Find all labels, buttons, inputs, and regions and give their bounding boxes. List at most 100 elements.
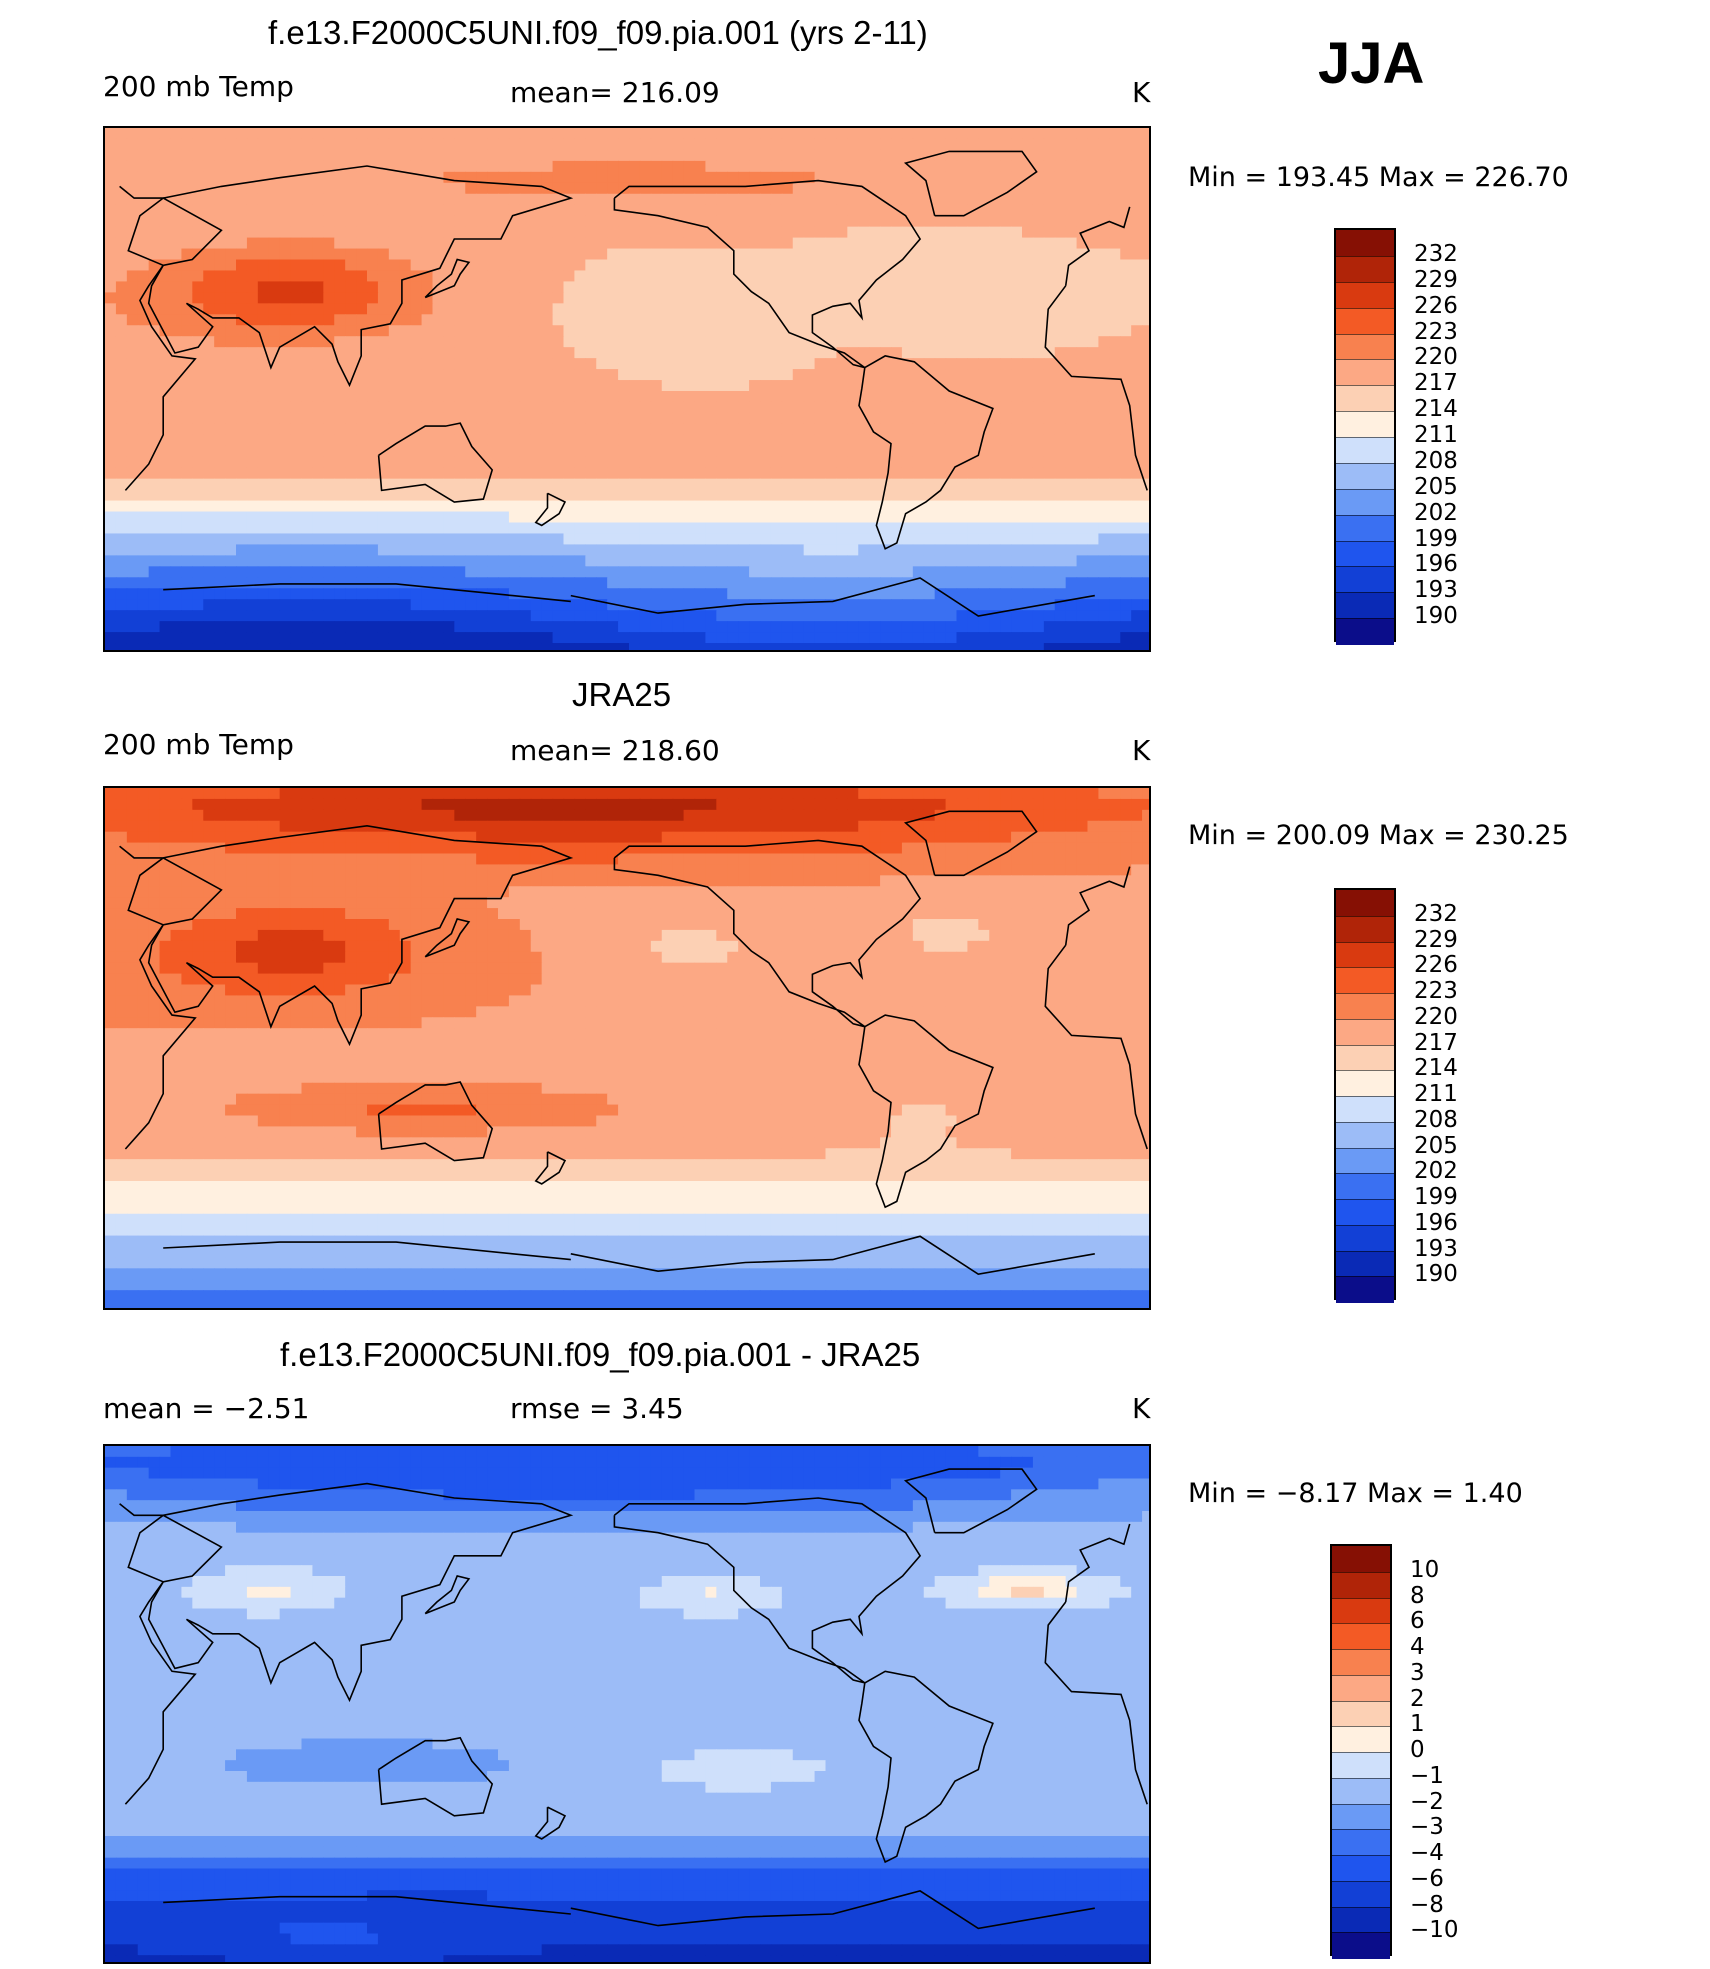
coastline xyxy=(1044,944,1148,1150)
colorbar-swatch xyxy=(1336,566,1394,593)
colorbar-tick-label: 196 xyxy=(1414,551,1458,578)
coastline xyxy=(119,185,197,491)
colorbar-tick-label: 2 xyxy=(1410,1685,1425,1712)
contour-fill xyxy=(105,128,1149,650)
colorbar-tick-label: −8 xyxy=(1410,1891,1444,1918)
colorbar-tick-label: 208 xyxy=(1414,1106,1458,1133)
panel-2-colorbar: 232 229 226 223 220 217 214 211 208 205 202 199 196 1… xyxy=(1334,888,1458,1303)
contour-map xyxy=(105,788,1149,1308)
colorbar-swatch xyxy=(1332,1829,1390,1856)
panel-1-mean-label: mean= 216.09 xyxy=(510,76,720,109)
colorbar-tick-label: 214 xyxy=(1414,396,1458,423)
colorbar-tick-label: 205 xyxy=(1414,473,1458,500)
colorbar-swatch xyxy=(1336,967,1394,994)
colorbar-divider xyxy=(1332,1700,1390,1702)
colorbar-divider xyxy=(1336,411,1394,413)
colorbar-divider xyxy=(1336,1224,1394,1226)
coastline xyxy=(377,1736,494,1817)
coastline xyxy=(613,179,922,369)
colorbar-divider xyxy=(1336,333,1394,335)
coastlines xyxy=(119,150,1148,617)
colorbar-swatch xyxy=(1336,1173,1394,1200)
colorbar-swatch xyxy=(1332,1906,1390,1933)
colorbar-tick-label: 199 xyxy=(1414,1184,1458,1210)
colorbar-divider xyxy=(1336,1070,1394,1072)
coastline xyxy=(119,1503,197,1805)
panel-1-colorbar: 232 229 226 223 220 217 214 211 208 205 202 199 196 1… xyxy=(1334,228,1458,645)
colorbar-swatch xyxy=(1332,1855,1390,1882)
contour-map xyxy=(105,128,1149,650)
colorbar-divider xyxy=(1336,437,1394,438)
colorbar-swatch xyxy=(1332,1932,1390,1959)
colorbar-divider xyxy=(1332,1752,1390,1753)
colorbar-tick-label: 8 xyxy=(1410,1582,1425,1609)
coastline xyxy=(1044,285,1148,491)
panel-3-mean-label: mean = −2.51 xyxy=(103,1392,310,1425)
panel-2-variable-label: 200 mb Temp xyxy=(103,728,294,761)
coastline xyxy=(119,845,197,1150)
colorbar-swatch xyxy=(1336,915,1394,942)
colorbar-tick-label: 196 xyxy=(1414,1209,1458,1236)
colorbar-divider xyxy=(1332,1726,1390,1728)
colorbar-swatch xyxy=(1336,618,1394,645)
colorbar-swatch xyxy=(1332,1880,1390,1907)
coastline xyxy=(377,1081,494,1162)
colorbar-divider xyxy=(1336,915,1394,917)
colorbar-tick-label: 1 xyxy=(1410,1711,1425,1738)
colorbar-divider xyxy=(1336,281,1394,283)
colorbar-divider xyxy=(1336,1096,1394,1097)
colorbar-tick-label: 193 xyxy=(1414,1235,1458,1262)
colorbar-swatch xyxy=(1336,1096,1394,1123)
colorbar-divider xyxy=(1332,1880,1390,1882)
season-label: JJA xyxy=(1318,31,1425,96)
colorbar-tick-label: −3 xyxy=(1410,1814,1444,1841)
coastline xyxy=(147,824,574,1047)
coastline xyxy=(858,1670,994,1864)
colorbar-swatch xyxy=(1336,437,1394,464)
colorbar-swatch xyxy=(1336,1199,1394,1226)
colorbar-swatch xyxy=(1336,488,1394,516)
colorbar-swatch xyxy=(1336,1224,1394,1251)
coastline xyxy=(534,492,567,527)
coastline xyxy=(903,1468,1038,1534)
panel-2-map xyxy=(103,786,1151,1310)
colorbar-swatch xyxy=(1332,1803,1390,1830)
colorbar-divider xyxy=(1336,1044,1394,1046)
colorbar-divider xyxy=(1336,307,1394,309)
panel-1-title: f.e13.F2000C5UNI.f09_f09.pia.001 (yrs 2-… xyxy=(268,14,928,51)
panel-2-mean-label: mean= 218.60 xyxy=(510,734,720,767)
colorbar-tick-label: 3 xyxy=(1410,1659,1425,1686)
panel-3-min-max: Min = −8.17 Max = 1.40 xyxy=(1188,1478,1523,1509)
contour-fill xyxy=(105,788,1149,1308)
colorbar-divider xyxy=(1336,967,1394,969)
colorbar-divider xyxy=(1332,1649,1390,1650)
colorbar-tick-label: 226 xyxy=(1414,292,1458,319)
colorbar-swatch xyxy=(1336,307,1394,334)
colorbar-tick-label: 0 xyxy=(1410,1737,1425,1763)
panel-2-title: JRA25 xyxy=(572,676,672,713)
colorbar-swatch xyxy=(1336,359,1394,386)
panel-2-units: K xyxy=(1132,734,1151,767)
colorbar-tick-label: 232 xyxy=(1414,900,1458,927)
colorbar-swatch xyxy=(1332,1700,1390,1727)
coastlines xyxy=(119,810,1148,1276)
colorbar-divider xyxy=(1332,1597,1390,1599)
colorbar-swatch xyxy=(1336,1250,1394,1277)
colorbar-swatch xyxy=(1332,1726,1390,1753)
colorbar-swatch xyxy=(1336,1018,1394,1045)
coastline xyxy=(613,1497,922,1684)
colorbar-swatch xyxy=(1336,514,1394,541)
colorbar-box xyxy=(1330,1544,1392,1959)
colorbar-tick-label: 223 xyxy=(1414,318,1458,345)
colorbar-swatch xyxy=(1336,890,1394,917)
colorbar-tick-label: −6 xyxy=(1410,1865,1444,1892)
contour-fill xyxy=(105,1446,1149,1962)
colorbar-tick-label: 190 xyxy=(1414,603,1458,630)
colorbar-divider xyxy=(1332,1803,1390,1805)
coastline xyxy=(163,1895,571,1915)
colorbar-swatch xyxy=(1332,1597,1390,1624)
colorbar-box xyxy=(1334,888,1396,1303)
colorbar-swatch xyxy=(1336,540,1394,567)
colorbar-divider xyxy=(1336,462,1394,464)
colorbar-divider xyxy=(1332,1623,1390,1625)
